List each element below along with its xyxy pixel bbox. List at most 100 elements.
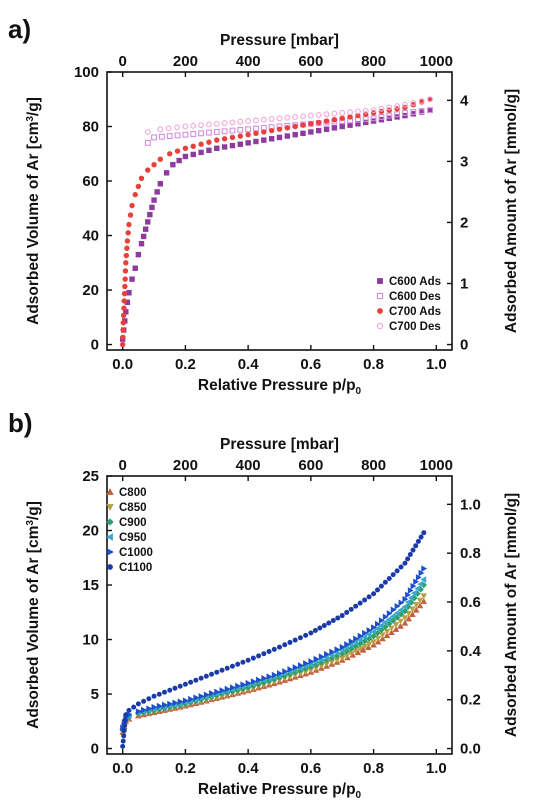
- data-point: [157, 181, 164, 187]
- data-point: [276, 126, 283, 132]
- data-point: [407, 551, 413, 557]
- data-point: [144, 139, 151, 146]
- data-point: [359, 646, 367, 653]
- data-point: [121, 733, 127, 739]
- data-point: [229, 119, 236, 126]
- legend-marker: [106, 518, 114, 526]
- data-point: [334, 646, 341, 653]
- data-point: [127, 212, 134, 218]
- data-point: [421, 530, 427, 536]
- data-point: [156, 691, 162, 697]
- data-point: [308, 658, 315, 665]
- data-point: [402, 109, 408, 116]
- legend-label: C600 Des: [389, 291, 441, 303]
- y-tick-label: 80: [82, 119, 99, 136]
- data-point: [416, 597, 424, 604]
- legend-marker: [376, 322, 384, 330]
- data-point: [292, 664, 299, 671]
- data-point: [120, 738, 126, 744]
- top-tick-label: 200: [173, 457, 198, 474]
- data-point: [410, 589, 417, 597]
- data-point: [324, 650, 330, 658]
- data-point: [303, 660, 310, 667]
- data-point: [271, 646, 277, 652]
- data-point: [378, 583, 384, 589]
- data-point: [347, 114, 353, 120]
- right-axis-label: Adsorbed Amount of Ar [mmol/g]: [503, 89, 520, 333]
- data-point: [203, 673, 209, 679]
- data-point: [352, 639, 359, 646]
- data-point: [131, 704, 137, 710]
- data-point: [410, 102, 417, 108]
- data-point: [323, 111, 330, 118]
- data-point: [157, 156, 164, 162]
- y-axis-label: Adsorbed Volume of Ar [cm3/g]: [25, 501, 42, 729]
- data-point: [394, 568, 400, 574]
- data-point: [370, 628, 377, 636]
- data-point: [282, 668, 289, 675]
- data-point: [268, 136, 275, 142]
- data-point: [237, 126, 244, 133]
- data-point: [394, 603, 401, 610]
- data-point: [385, 616, 392, 623]
- data-point: [412, 606, 420, 613]
- data-point: [339, 643, 346, 651]
- data-point: [250, 655, 256, 661]
- data-point: [276, 644, 282, 650]
- data-point: [405, 615, 412, 622]
- data-point: [121, 728, 127, 734]
- y-tick-label: 100: [74, 64, 99, 81]
- data-point: [190, 143, 196, 149]
- series-c700-ads: [119, 96, 433, 348]
- data-point: [253, 130, 259, 137]
- y-axis-label: Adsorbed Volume of Ar [cm3/g]: [25, 97, 42, 325]
- data-point: [170, 161, 176, 168]
- y-tick-label: 10: [82, 632, 99, 649]
- right-tick-label: 0.2: [460, 692, 481, 709]
- data-point: [412, 602, 420, 609]
- data-point: [339, 109, 346, 116]
- data-point: [214, 137, 220, 143]
- right-tick-label: 1.0: [460, 496, 481, 513]
- data-point: [124, 238, 131, 244]
- data-point: [132, 265, 138, 271]
- data-point: [409, 606, 416, 613]
- data-point: [122, 276, 128, 282]
- data-point: [266, 649, 272, 655]
- data-point: [166, 133, 173, 139]
- data-point: [397, 606, 404, 614]
- data-point: [392, 626, 400, 632]
- data-point: [362, 107, 369, 114]
- data-point: [323, 126, 330, 132]
- data-point: [355, 112, 361, 119]
- data-point: [417, 580, 424, 588]
- data-point: [331, 110, 338, 117]
- legend-marker: [377, 308, 383, 314]
- data-point: [344, 641, 351, 648]
- data-point: [163, 170, 170, 176]
- top-tick-label: 1000: [420, 457, 453, 474]
- data-point: [214, 688, 221, 696]
- data-point: [329, 648, 336, 656]
- data-point: [256, 676, 262, 684]
- data-point: [205, 129, 212, 136]
- data-point: [266, 673, 273, 680]
- data-point: [121, 290, 128, 297]
- data-point: [388, 625, 395, 632]
- data-point: [268, 127, 275, 134]
- data-point: [126, 221, 132, 228]
- x-axis-label: Relative Pressure p/p0: [198, 377, 362, 397]
- chart-panel-a: a)0.0 0.2 0.4 0.6 0.8 1.00 200 400 600 800 1000020…: [8, 14, 520, 397]
- y-tick-label: 60: [82, 173, 99, 190]
- data-point: [151, 693, 157, 699]
- data-point: [318, 653, 325, 660]
- data-point: [119, 341, 126, 348]
- data-point: [151, 197, 157, 203]
- legend-marker: [107, 548, 114, 556]
- data-point: [339, 123, 345, 130]
- data-point: [135, 701, 141, 707]
- right-tick-label: 0.8: [460, 545, 481, 562]
- data-point: [284, 133, 291, 139]
- y-tick-label: 20: [82, 523, 99, 540]
- data-point: [165, 125, 172, 132]
